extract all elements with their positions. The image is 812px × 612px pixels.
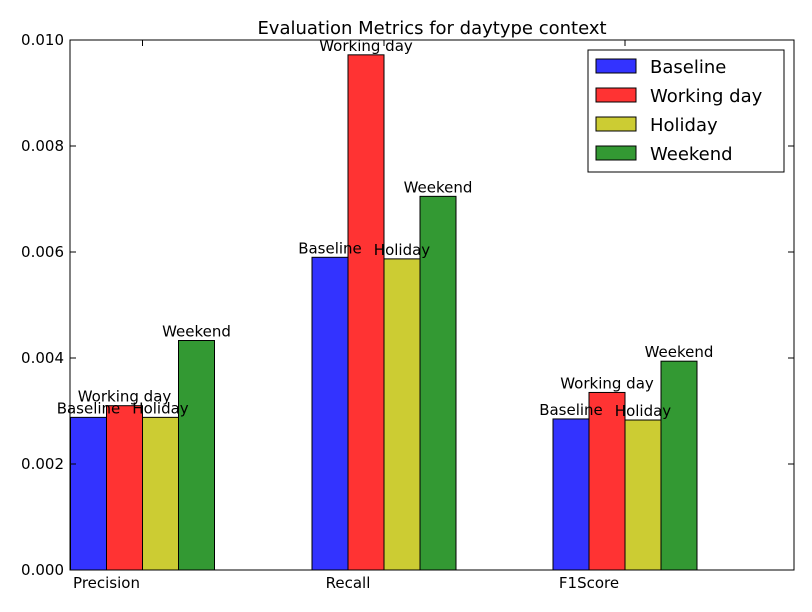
bar-label-working-day-f1score: Working day [560,374,654,392]
y-tick-label: 0.000 [21,561,64,579]
bar-baseline-f1score [552,418,590,571]
legend-label-holiday: Holiday [650,115,718,136]
legend: Baseline Working day Holiday Weekend [587,49,785,173]
bar-weekend-recall [419,195,457,571]
bar-working-day-precision [106,405,143,571]
y-tick-label: 0.008 [21,137,64,155]
bar-label-baseline-f1score: Baseline [539,401,603,419]
x-tick-label-precision: Precision [73,574,140,592]
legend-swatch-weekend [595,145,637,161]
bar-label-holiday-precision: Holiday [132,399,189,417]
legend-label-weekend: Weekend [650,144,733,165]
x-tick-label-recall: Recall [326,574,371,592]
bar-holiday-f1score [624,419,662,571]
y-tick-label: 0.010 [21,31,64,49]
bar-working-day-f1score [588,391,626,571]
bar-baseline-precision [70,416,107,571]
bar-label-holiday-f1score: Holiday [615,402,672,420]
bar-label-weekend-recall: Weekend [404,178,473,196]
chart-title: Evaluation Metrics for daytype context [257,18,606,39]
legend-swatch-holiday [595,116,637,132]
bar-label-weekend-f1score: Weekend [645,343,714,361]
x-tick-label-f1score: F1Score [559,574,619,592]
bar-label-weekend-precision: Weekend [162,323,231,341]
y-tick-label: 0.002 [21,455,64,473]
legend-swatch-working-day [595,87,637,103]
bar-label-working-day-precision: Working day [78,388,172,406]
bar-holiday-recall [383,258,421,571]
bar-label-baseline-precision: Baseline [57,399,121,417]
bar-holiday-precision [142,416,179,571]
bar-weekend-f1score [660,360,698,571]
bar-weekend-precision [178,340,215,571]
y-tick-label: 0.006 [21,243,64,261]
bar-baseline-recall [311,256,349,571]
plot-frame [69,39,795,571]
y-tick-label: 0.004 [21,349,64,367]
bar-label-holiday-recall: Holiday [374,241,431,259]
bar-label-baseline-recall: Baseline [298,239,362,257]
bar-label-working-day-recall: Working day [319,37,413,55]
bar-working-day-recall [347,54,385,571]
legend-label-working-day: Working day [650,86,763,107]
bars-layer [70,54,698,571]
legend-label-baseline: Baseline [650,57,726,78]
axes-layer: 0.000 0.002 0.004 0.006 0.008 0.010 Precision R… [21,31,794,592]
legend-swatch-baseline [595,58,637,74]
